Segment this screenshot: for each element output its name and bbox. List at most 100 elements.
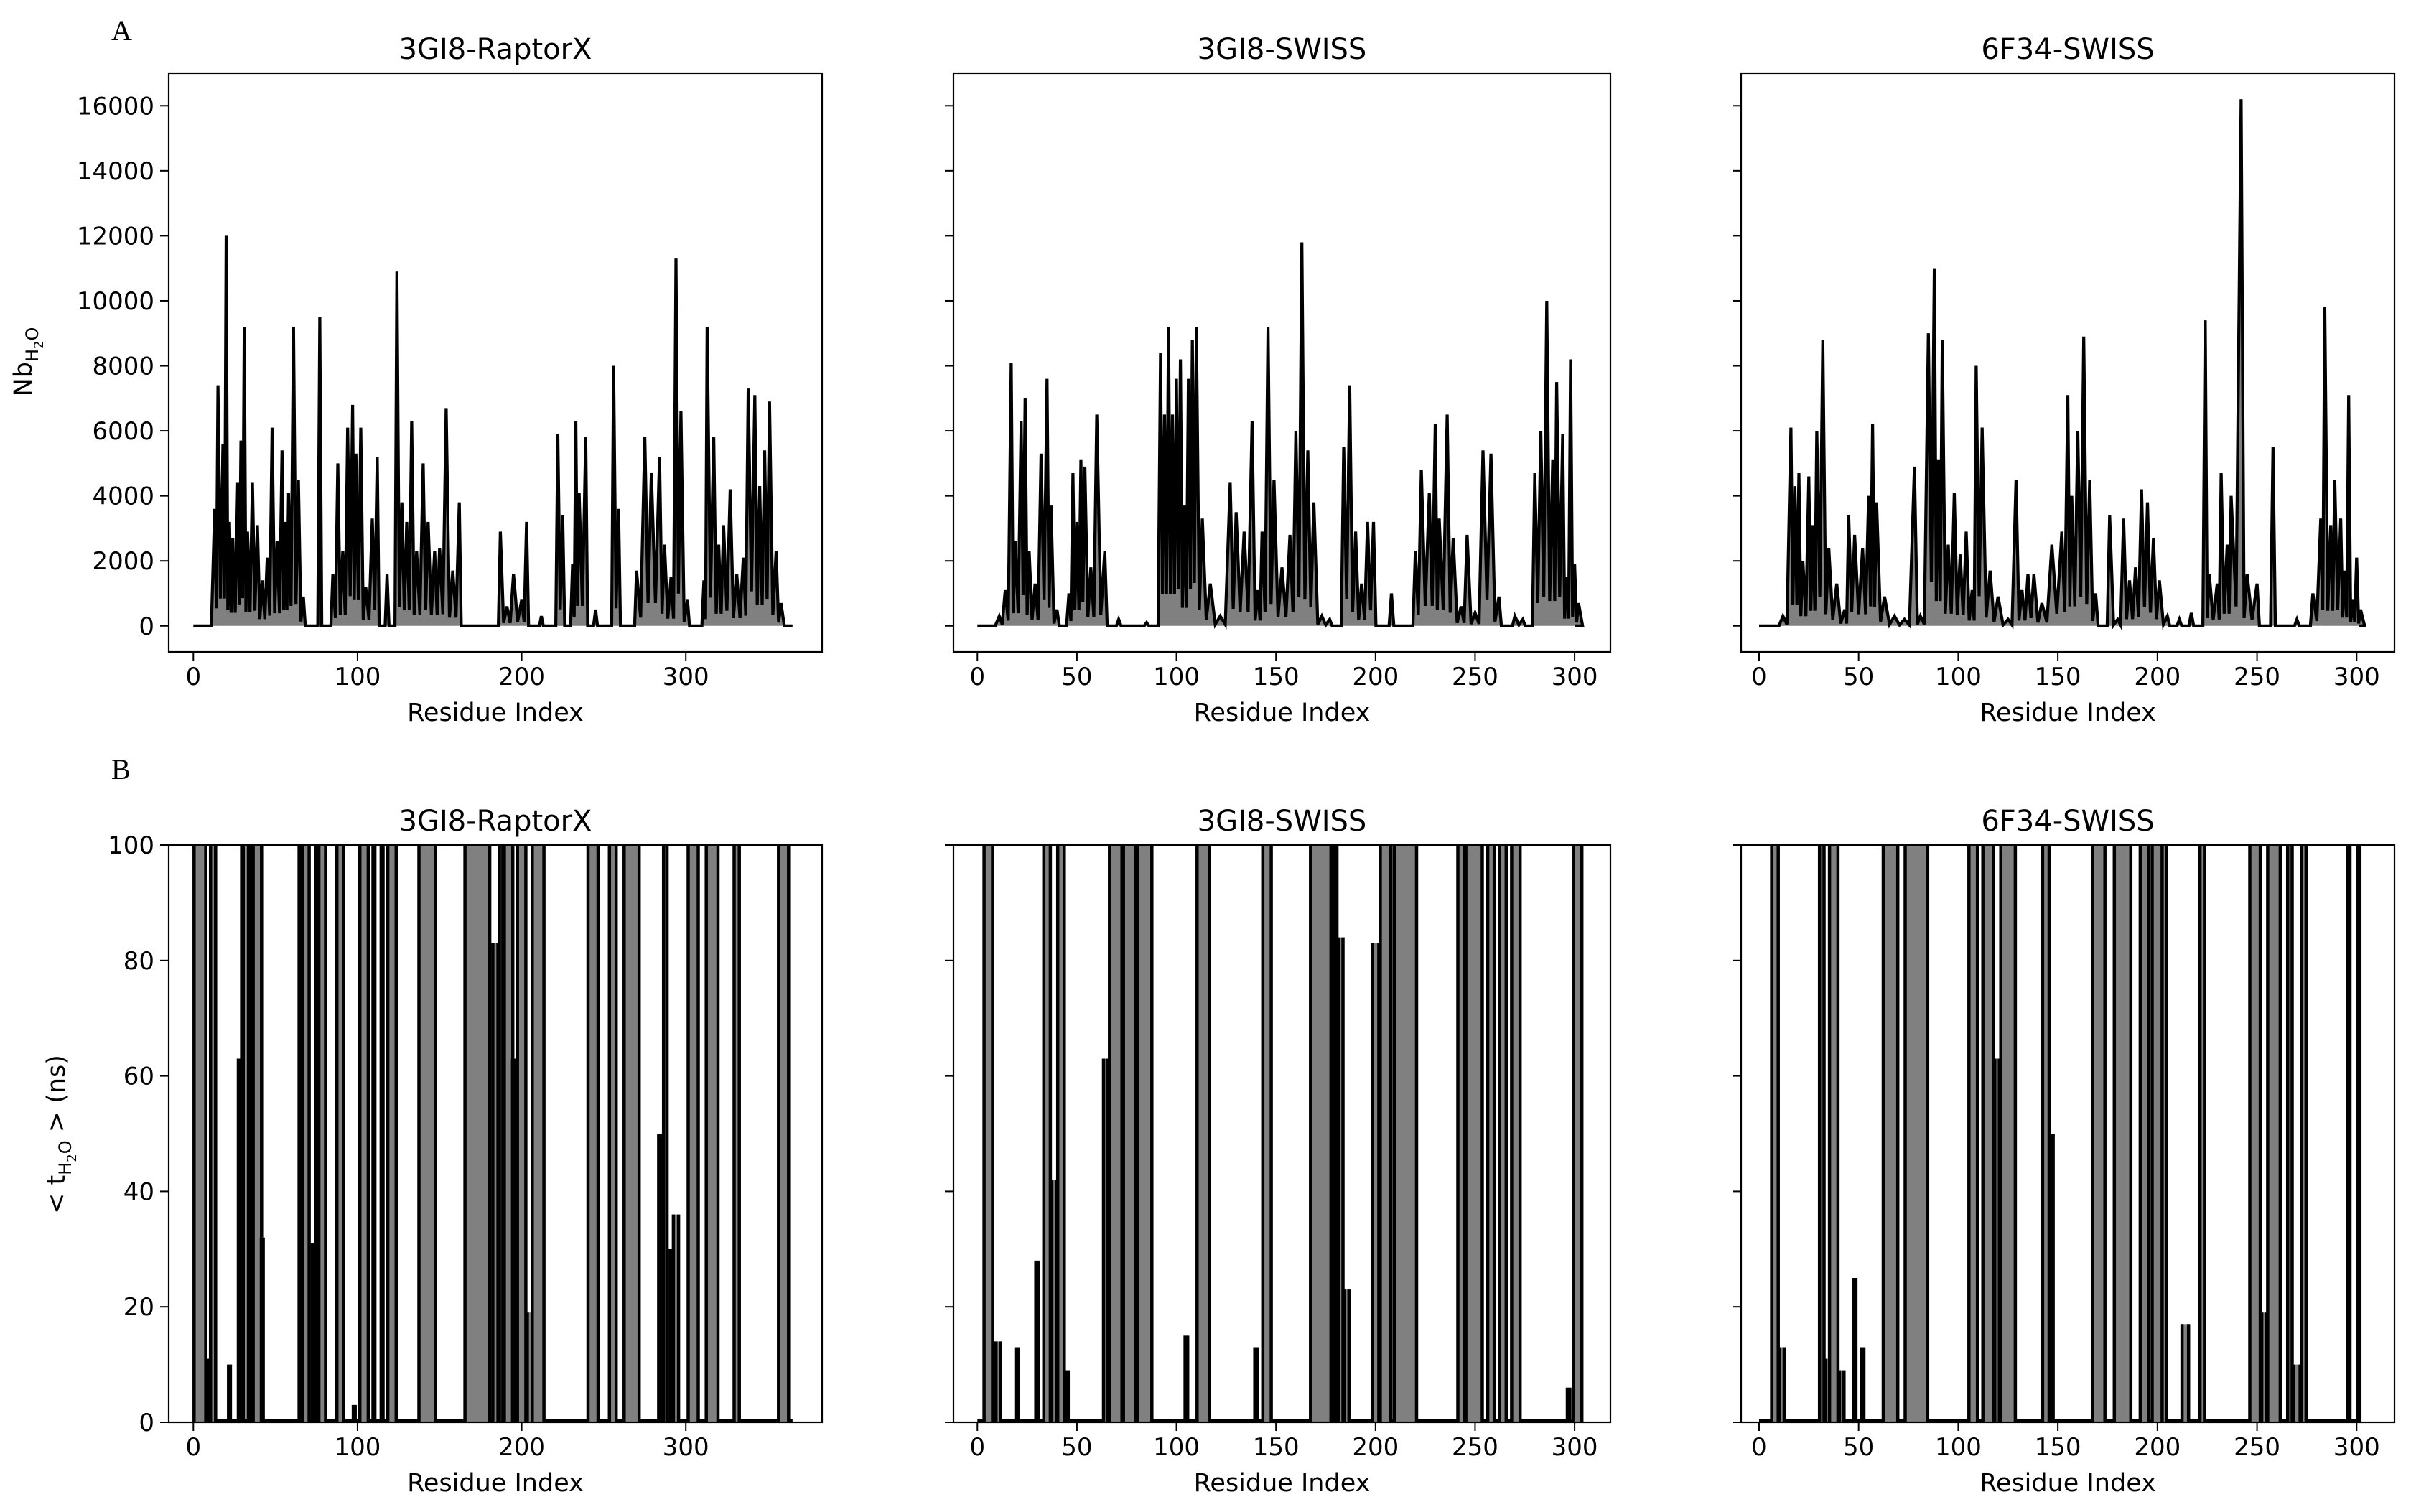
data-block [2000,845,2016,1422]
x-axis-label: Residue Index [407,1469,584,1498]
data-edge [1778,1347,1786,1422]
data-edge [2048,1134,2055,1422]
data-block [778,845,790,1422]
data-block [1196,845,1211,1422]
y-tick-label: 0 [139,1409,154,1437]
data-edge [994,1341,1002,1422]
row-a-ylabel: NbH2O [9,327,47,397]
y-tick-label: 100 [108,831,154,860]
data-edge [386,845,398,1422]
data-edge [510,1058,516,1422]
data-block [672,1214,679,1422]
plot-frame [952,844,1612,1424]
x-tick-label: 250 [1452,1433,1498,1462]
x-tick-label: 50 [1061,663,1092,691]
data-block [1310,845,1332,1422]
plot-frame [167,72,824,653]
data-edge [1881,845,1900,1422]
panel-letter-b: B [111,753,131,785]
x-axis-label: Residue Index [1979,1469,2156,1498]
x-tick-label: 0 [969,663,985,691]
x-tick-label: 0 [1751,1433,1767,1462]
data-edge [2160,845,2168,1422]
data-edge [1379,845,1393,1422]
x-tick-label: 300 [2333,1433,2380,1462]
data-block [1465,845,1483,1422]
data-block [1057,845,1065,1422]
data-block [1778,1347,1785,1422]
data-block [1109,845,1123,1422]
x-tick-label: 200 [2134,1433,2181,1462]
data-edge [607,845,618,1422]
data-block [1838,1370,1845,1422]
data-edge [1195,845,1211,1422]
data-block [1829,845,1839,1422]
data-block [1371,943,1380,1422]
data-edge [1903,845,1930,1422]
plot-area [192,845,793,1422]
data-edge [297,845,303,1422]
y-tick-label: 4000 [92,482,154,511]
data-edge [227,1364,233,1422]
data-block [516,845,527,1422]
data-edge [1253,1347,1259,1422]
data-edge [240,845,246,1422]
data-edge [1055,845,1066,1422]
data-block [1050,1180,1058,1422]
data-block [623,845,640,1422]
data-edge [1565,1387,1572,1422]
data-edge [1014,1347,1020,1422]
x-tick-label: 100 [334,663,381,691]
y-tick-label: 40 [123,1177,154,1206]
data-line [977,242,1585,630]
x-tick-label: 100 [1153,663,1200,691]
data-block [387,845,397,1422]
y-tick-label: 8000 [92,353,154,381]
plot-area [977,845,1584,1422]
data-block [418,845,437,1422]
plot-frame [952,72,1612,653]
data-block [2249,845,2262,1422]
x-tick-label: 0 [185,663,201,691]
x-tick-label: 300 [663,1433,709,1462]
x-tick-label: 200 [2134,663,2181,691]
data-block [2267,845,2281,1422]
x-tick-label: 200 [498,663,545,691]
data-edge [586,845,600,1422]
x-tick-label: 200 [498,1433,545,1462]
data-block [1904,845,1929,1422]
data-block [1343,1289,1350,1422]
data-block [2113,845,2132,1422]
y-tick-label: 60 [123,1063,154,1091]
data-edge [1510,845,1522,1422]
data-edge [335,845,345,1422]
data-edge [657,1134,663,1422]
x-tick-label: 250 [2234,1433,2280,1462]
y-tick-label: 16000 [77,92,154,121]
panel-title: 6F34-SWISS [1981,805,2154,838]
panel-title: 6F34-SWISS [1981,33,2154,66]
x-tick-label: 150 [1253,1433,1300,1462]
data-block [2261,1312,2267,1422]
data-block [2091,845,2106,1422]
panel-letter-a: A [111,14,132,47]
plot-area [193,235,793,627]
data-block [2199,845,2206,1422]
y-tick-label: 10000 [77,287,154,316]
x-axis-label: Residue Index [1194,1469,1371,1498]
chart-panel-b-middle: 0 50 100 150 200 250 300 3GI8-SWISS Residue Inde… [945,805,1612,1498]
data-edge [704,845,720,1422]
data-edge [777,845,791,1422]
x-tick-label: 0 [1751,663,1767,691]
data-edge [1309,845,1333,1422]
data-edge [317,845,327,1422]
x-tick-label: 250 [2234,663,2280,691]
y-tick-label: 20 [123,1293,154,1322]
x-tick-label: 50 [1843,663,1874,691]
data-edge [1967,845,1979,1422]
data-edge [1999,845,2018,1422]
data-block [733,845,740,1422]
data-edge [463,845,492,1422]
data-block [2293,1364,2301,1422]
data-block [2181,1324,2190,1422]
